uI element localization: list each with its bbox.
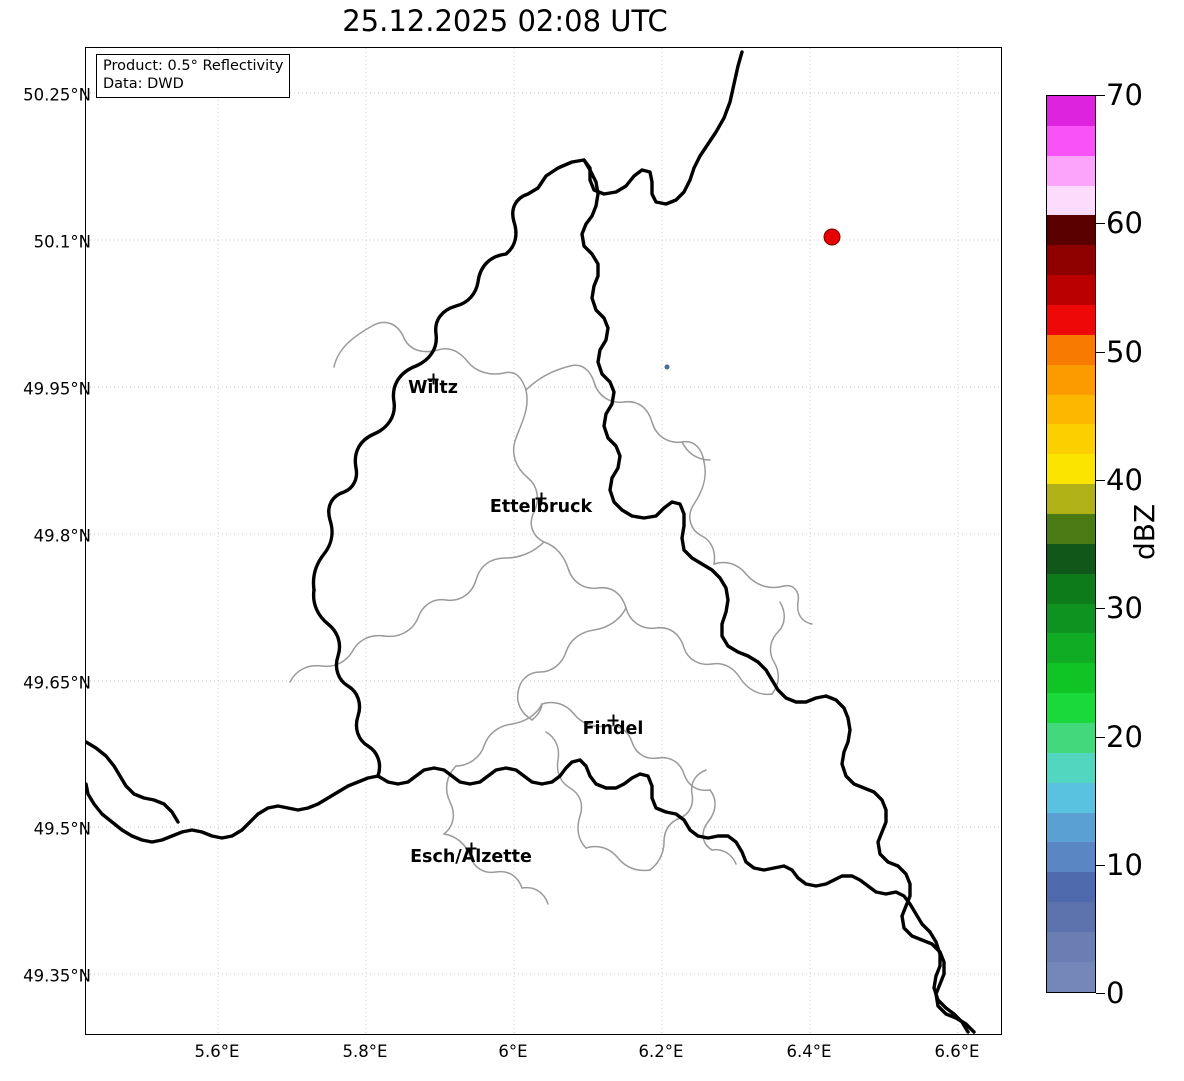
colorbar-band-10 <box>1047 394 1095 425</box>
colorbar-tick-line-0 <box>1096 993 1105 994</box>
radar-map-plot: Product: 0.5° Reflectivity Data: DWD Wil… <box>85 47 1002 1035</box>
ytick-label-0: 50.25°N <box>23 85 91 105</box>
colorbar-band-0 <box>1047 96 1095 126</box>
city-label-esch-alzette: Esch/Alzette <box>410 847 532 867</box>
colorbar-band-9 <box>1047 364 1095 395</box>
colorbar-band-1 <box>1047 125 1095 156</box>
colorbar-band-23 <box>1047 782 1095 813</box>
ytick-label-5: 49.5°N <box>33 819 91 839</box>
national-borders <box>86 50 976 1034</box>
colorbar-tick-line-70 <box>1096 95 1105 96</box>
colorbar-tick-60: 60 <box>1106 206 1143 240</box>
canton-boundaries <box>289 321 813 905</box>
colorbar-axis-label: dBZ <box>1128 503 1161 560</box>
ytick-label-3: 49.8°N <box>33 526 91 546</box>
colorbar-tick-20: 20 <box>1106 720 1143 754</box>
colorbar-tick-50: 50 <box>1106 335 1143 369</box>
info-box: Product: 0.5° Reflectivity Data: DWD <box>96 54 291 99</box>
colorbar-band-17 <box>1047 603 1095 634</box>
colorbar-tick-line-60 <box>1096 223 1105 224</box>
colorbar-band-24 <box>1047 812 1095 843</box>
xtick-label-5: 6.6°E <box>934 1042 980 1061</box>
colorbar-tick-30: 30 <box>1106 591 1143 625</box>
colorbar-band-12 <box>1047 454 1095 485</box>
city-label-ettelbruck: Ettelbruck <box>489 497 593 517</box>
colorbar-band-21 <box>1047 723 1095 753</box>
colorbar-band-8 <box>1047 334 1095 365</box>
colorbar-band-20 <box>1047 693 1095 724</box>
colorbar-band-14 <box>1047 514 1095 544</box>
colorbar-band-18 <box>1047 633 1095 664</box>
city-marker-esch-alzette <box>465 842 477 854</box>
ytick-label-1: 50.1°N <box>33 232 91 252</box>
xtick-label-1: 5.8°E <box>342 1042 388 1061</box>
colorbar-band-7 <box>1047 305 1095 335</box>
xtick-label-3: 6.2°E <box>638 1042 684 1061</box>
colorbar-tick-40: 40 <box>1106 463 1143 497</box>
ytick-label-2: 49.95°N <box>23 379 91 399</box>
colorbar-band-29 <box>1047 961 1095 992</box>
colorbar-band-13 <box>1047 484 1095 515</box>
colorbar-tick-line-50 <box>1096 352 1105 353</box>
city-marker-findel <box>607 714 619 726</box>
city-marker-ettelbruck <box>535 492 547 504</box>
radar-echo-strong <box>823 228 841 246</box>
ytick-label-6: 49.35°N <box>23 966 91 986</box>
colorbar-tick-70: 70 <box>1106 78 1143 112</box>
colorbar-tick-line-10 <box>1096 865 1105 866</box>
colorbar-band-28 <box>1047 932 1095 962</box>
city-marker-wiltz <box>427 373 439 385</box>
colorbar-tick-0: 0 <box>1106 976 1125 1010</box>
reflectivity-colorbar <box>1046 95 1096 993</box>
colorbar-band-11 <box>1047 424 1095 455</box>
map-graphics <box>86 48 1001 1034</box>
info-product: Product: 0.5° Reflectivity <box>103 58 284 74</box>
colorbar-band-4 <box>1047 215 1095 246</box>
colorbar-band-15 <box>1047 543 1095 574</box>
colorbar-band-27 <box>1047 902 1095 933</box>
city-label-wiltz: Wiltz <box>408 378 458 398</box>
colorbar-band-26 <box>1047 872 1095 903</box>
colorbar-band-6 <box>1047 275 1095 306</box>
colorbar-band-3 <box>1047 185 1095 216</box>
colorbar-tick-10: 10 <box>1106 848 1143 882</box>
page-title: 25.12.2025 02:08 UTC <box>342 4 668 38</box>
colorbar-band-5 <box>1047 245 1095 276</box>
city-label-findel: Findel <box>582 719 644 739</box>
colorbar-band-22 <box>1047 752 1095 783</box>
xtick-label-4: 6.4°E <box>786 1042 832 1061</box>
xtick-label-2: 6°E <box>498 1042 528 1061</box>
colorbar-band-16 <box>1047 573 1095 604</box>
ytick-label-4: 49.65°N <box>23 673 91 693</box>
colorbar-tick-line-20 <box>1096 737 1105 738</box>
radar-echo-weak <box>664 364 670 370</box>
info-data: Data: DWD <box>103 75 184 92</box>
colorbar-band-25 <box>1047 842 1095 873</box>
xtick-label-0: 5.6°E <box>194 1042 240 1061</box>
colorbar-band-2 <box>1047 155 1095 186</box>
colorbar-tick-line-40 <box>1096 480 1105 481</box>
colorbar-tick-line-30 <box>1096 608 1105 609</box>
colorbar-band-19 <box>1047 663 1095 694</box>
